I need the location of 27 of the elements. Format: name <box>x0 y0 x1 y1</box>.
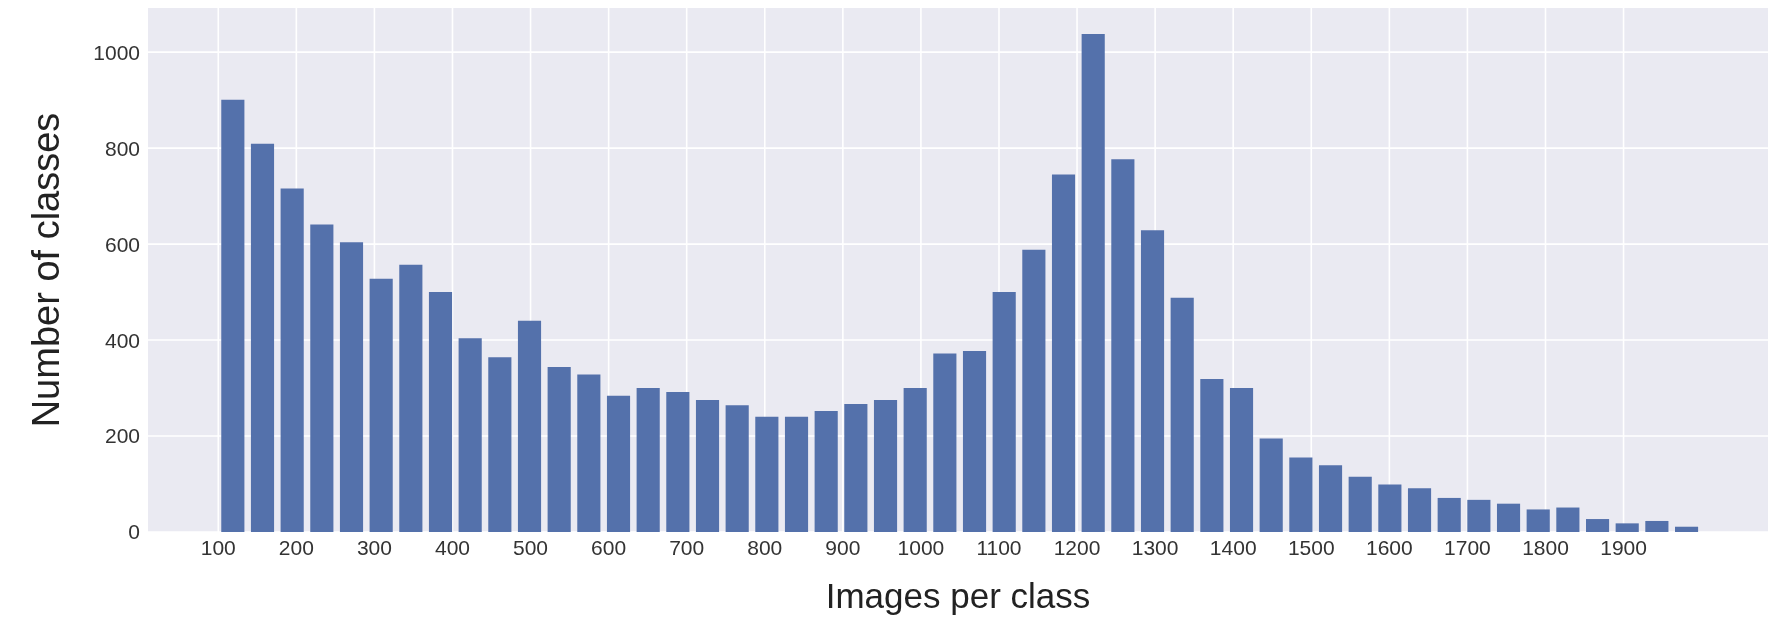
x-tick-label: 900 <box>825 535 861 559</box>
x-tick-label: 1000 <box>897 535 945 559</box>
x-tick-label: 100 <box>200 535 236 559</box>
x-tick-label: 1100 <box>976 535 1022 559</box>
x-tick-label: 400 <box>434 535 471 559</box>
x-tick-label: 800 <box>747 535 783 559</box>
y-axis-title: Number of classes <box>25 112 68 428</box>
y-tick-label: 800 <box>104 136 140 160</box>
x-tick-label: 200 <box>278 535 314 559</box>
x-tick-label: 1600 <box>1365 535 1413 559</box>
x-tick-label: 1700 <box>1444 535 1491 559</box>
x-tick-label: 1400 <box>1209 535 1257 559</box>
x-tick-label: 600 <box>591 535 627 559</box>
y-tick-label: 400 <box>104 328 140 352</box>
y-tick-label: 600 <box>104 232 140 256</box>
x-tick-label: 1900 <box>1600 535 1647 559</box>
x-tick-label: 700 <box>669 535 705 559</box>
x-tick-label: 500 <box>513 535 549 559</box>
y-tick-label: 200 <box>104 424 140 448</box>
x-tick-label: 1800 <box>1522 535 1569 559</box>
y-tick-label: 1000 <box>93 40 140 64</box>
x-tick-label: 1500 <box>1287 535 1335 559</box>
y-tick-label: 0 <box>128 520 140 544</box>
x-tick-label: 1200 <box>1053 535 1101 559</box>
x-axis-title: Images per class <box>825 576 1091 615</box>
x-tick-label: 300 <box>356 535 392 559</box>
x-tick-label: 1300 <box>1131 535 1179 559</box>
